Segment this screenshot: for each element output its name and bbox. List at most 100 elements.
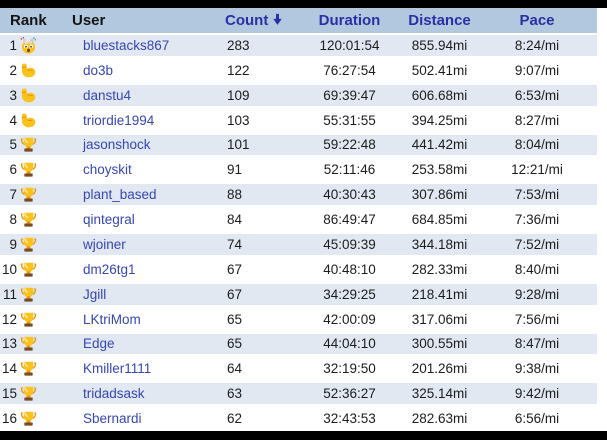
table-row: 1 bluestacks867 283 120:01:54 855.94mi 8:24/m… <box>0 33 597 58</box>
user-link[interactable]: bluestacks867 <box>83 37 170 53</box>
user-cell: do3b <box>68 63 215 78</box>
table-row: 13 Edge 65 44:04:10 300.55mi 8:47/mi <box>0 331 597 357</box>
count-value: 122 <box>227 62 250 78</box>
user-link[interactable]: LKtriMom <box>83 311 141 327</box>
rank-cell: 11 <box>0 286 68 303</box>
rank-value: 2 <box>9 62 17 78</box>
count-header-label: Count <box>225 11 269 29</box>
rank-cell: 14 <box>0 360 68 377</box>
distance-value: 394.25mi <box>411 112 468 128</box>
distance-value: 502.41mi <box>411 62 468 78</box>
user-cell: dm26tg1 <box>68 262 215 277</box>
user-link[interactable]: jasonshock <box>83 137 151 153</box>
trophy-icon <box>20 136 37 153</box>
user-link[interactable]: dm26tg1 <box>83 261 136 277</box>
user-link[interactable]: Kmiller1111 <box>83 361 152 377</box>
trophy-icon <box>20 286 37 303</box>
table-row: 16 Sbernardi 62 32:43:53 282.63mi 6:56/mi <box>0 406 597 431</box>
distance-value: 253.58mi <box>411 162 468 178</box>
count-value: 91 <box>227 162 243 178</box>
user-link[interactable]: do3b <box>83 62 114 78</box>
table-row: 5 jasonshock 101 59:22:48 441.42mi 8:04/mi <box>0 132 597 158</box>
user-link[interactable]: Edge <box>83 336 115 352</box>
user-link[interactable]: Jgill <box>83 286 107 302</box>
distance-value: 441.42mi <box>411 137 468 153</box>
rank-value: 11 <box>2 286 17 302</box>
user-cell: Kmiller1111 <box>68 361 215 376</box>
distance-value: 325.14mi <box>411 386 468 402</box>
rank-cell: 4 <box>0 112 68 129</box>
pace-value: 9:28/mi <box>514 286 560 302</box>
flexed-biceps-icon <box>20 112 37 129</box>
rank-cell: 13 <box>0 335 68 352</box>
user-cell: LKtriMom <box>68 312 215 327</box>
user-link[interactable]: danstu4 <box>83 87 132 103</box>
duration-value: 86:49:47 <box>323 212 376 228</box>
user-cell: wjoiner <box>68 237 215 252</box>
table-row: 14 Kmiller1111 64 32:19:50 201.26mi 9:38/mi <box>0 356 597 382</box>
rank-cell: 8 <box>0 211 68 228</box>
user-link[interactable]: wjoiner <box>83 236 126 252</box>
table-row: 8 qintegral 84 86:49:47 684.85mi 7:36/mi <box>0 207 597 232</box>
duration-value: 52:36:27 <box>323 386 376 402</box>
table-row: 4 triordie1994 103 55:31:55 394.25mi 8:27/mi <box>0 107 597 133</box>
pace-value: 6:56/mi <box>514 411 560 427</box>
pace-value: 7:56/mi <box>514 311 560 327</box>
rank-cell: 3 <box>0 87 68 104</box>
user-link[interactable]: plant_based <box>83 187 157 203</box>
trophy-icon <box>20 161 37 178</box>
rank-cell: 9 <box>0 236 68 253</box>
pace-value: 8:24/mi <box>514 37 560 53</box>
distance-value: 300.55mi <box>411 336 468 352</box>
duration-value: 34:29:25 <box>323 286 376 302</box>
user-cell: Sbernardi <box>68 411 215 426</box>
trophy-icon <box>20 261 37 278</box>
rank-cell: 5 <box>0 136 68 153</box>
top-letterbox-bar <box>0 0 607 8</box>
rank-cell: 15 <box>0 385 68 402</box>
rank-value: 13 <box>1 336 17 352</box>
user-cell: Jgill <box>68 287 215 302</box>
trophy-icon <box>20 385 37 402</box>
distance-value: 282.33mi <box>411 261 468 277</box>
column-header-distance[interactable]: Distance <box>408 12 471 29</box>
rank-value: 7 <box>9 187 17 203</box>
distance-value: 684.85mi <box>411 212 468 228</box>
user-link[interactable]: Sbernardi <box>83 411 142 427</box>
duration-value: 44:04:10 <box>323 336 376 352</box>
count-value: 109 <box>227 87 250 103</box>
rank-value: 10 <box>1 261 17 277</box>
rank-value: 14 <box>1 361 17 377</box>
table-header-row: Rank User Count Duration Distance Pace <box>0 8 597 33</box>
duration-value: 76:27:54 <box>323 62 376 78</box>
column-header-pace[interactable]: Pace <box>519 12 555 29</box>
rank-value: 1 <box>9 37 17 53</box>
table-row: 10 dm26tg1 67 40:48:10 282.33mi 8:40/mi <box>0 256 597 282</box>
user-link[interactable]: tridadsask <box>83 386 145 402</box>
column-header-duration[interactable]: Duration <box>318 12 381 29</box>
rank-cell: 10 <box>0 261 68 278</box>
distance-value: 606.68mi <box>411 87 468 103</box>
user-cell: jasonshock <box>68 137 215 152</box>
rank-cell: 16 <box>0 410 68 427</box>
user-link[interactable]: qintegral <box>83 212 135 228</box>
count-value: 65 <box>227 311 243 327</box>
duration-value: 55:31:55 <box>323 112 376 128</box>
distance-value: 855.94mi <box>411 37 468 53</box>
user-link[interactable]: triordie1994 <box>83 112 155 128</box>
flexed-biceps-icon <box>20 87 37 104</box>
user-cell: danstu4 <box>68 88 215 103</box>
pace-value: 9:42/mi <box>514 386 560 402</box>
count-value: 67 <box>227 286 243 302</box>
rank-value: 6 <box>9 162 17 178</box>
column-header-count[interactable]: Count <box>215 12 302 30</box>
rank-value: 3 <box>9 87 17 103</box>
user-link[interactable]: choyskit <box>83 162 132 178</box>
count-value: 103 <box>227 112 250 128</box>
pace-value: 8:40/mi <box>514 261 560 277</box>
user-cell: plant_based <box>68 187 215 202</box>
trophy-icon <box>20 236 37 253</box>
pace-value: 7:36/mi <box>514 212 560 228</box>
user-cell: triordie1994 <box>68 113 215 128</box>
count-value: 88 <box>227 187 243 203</box>
